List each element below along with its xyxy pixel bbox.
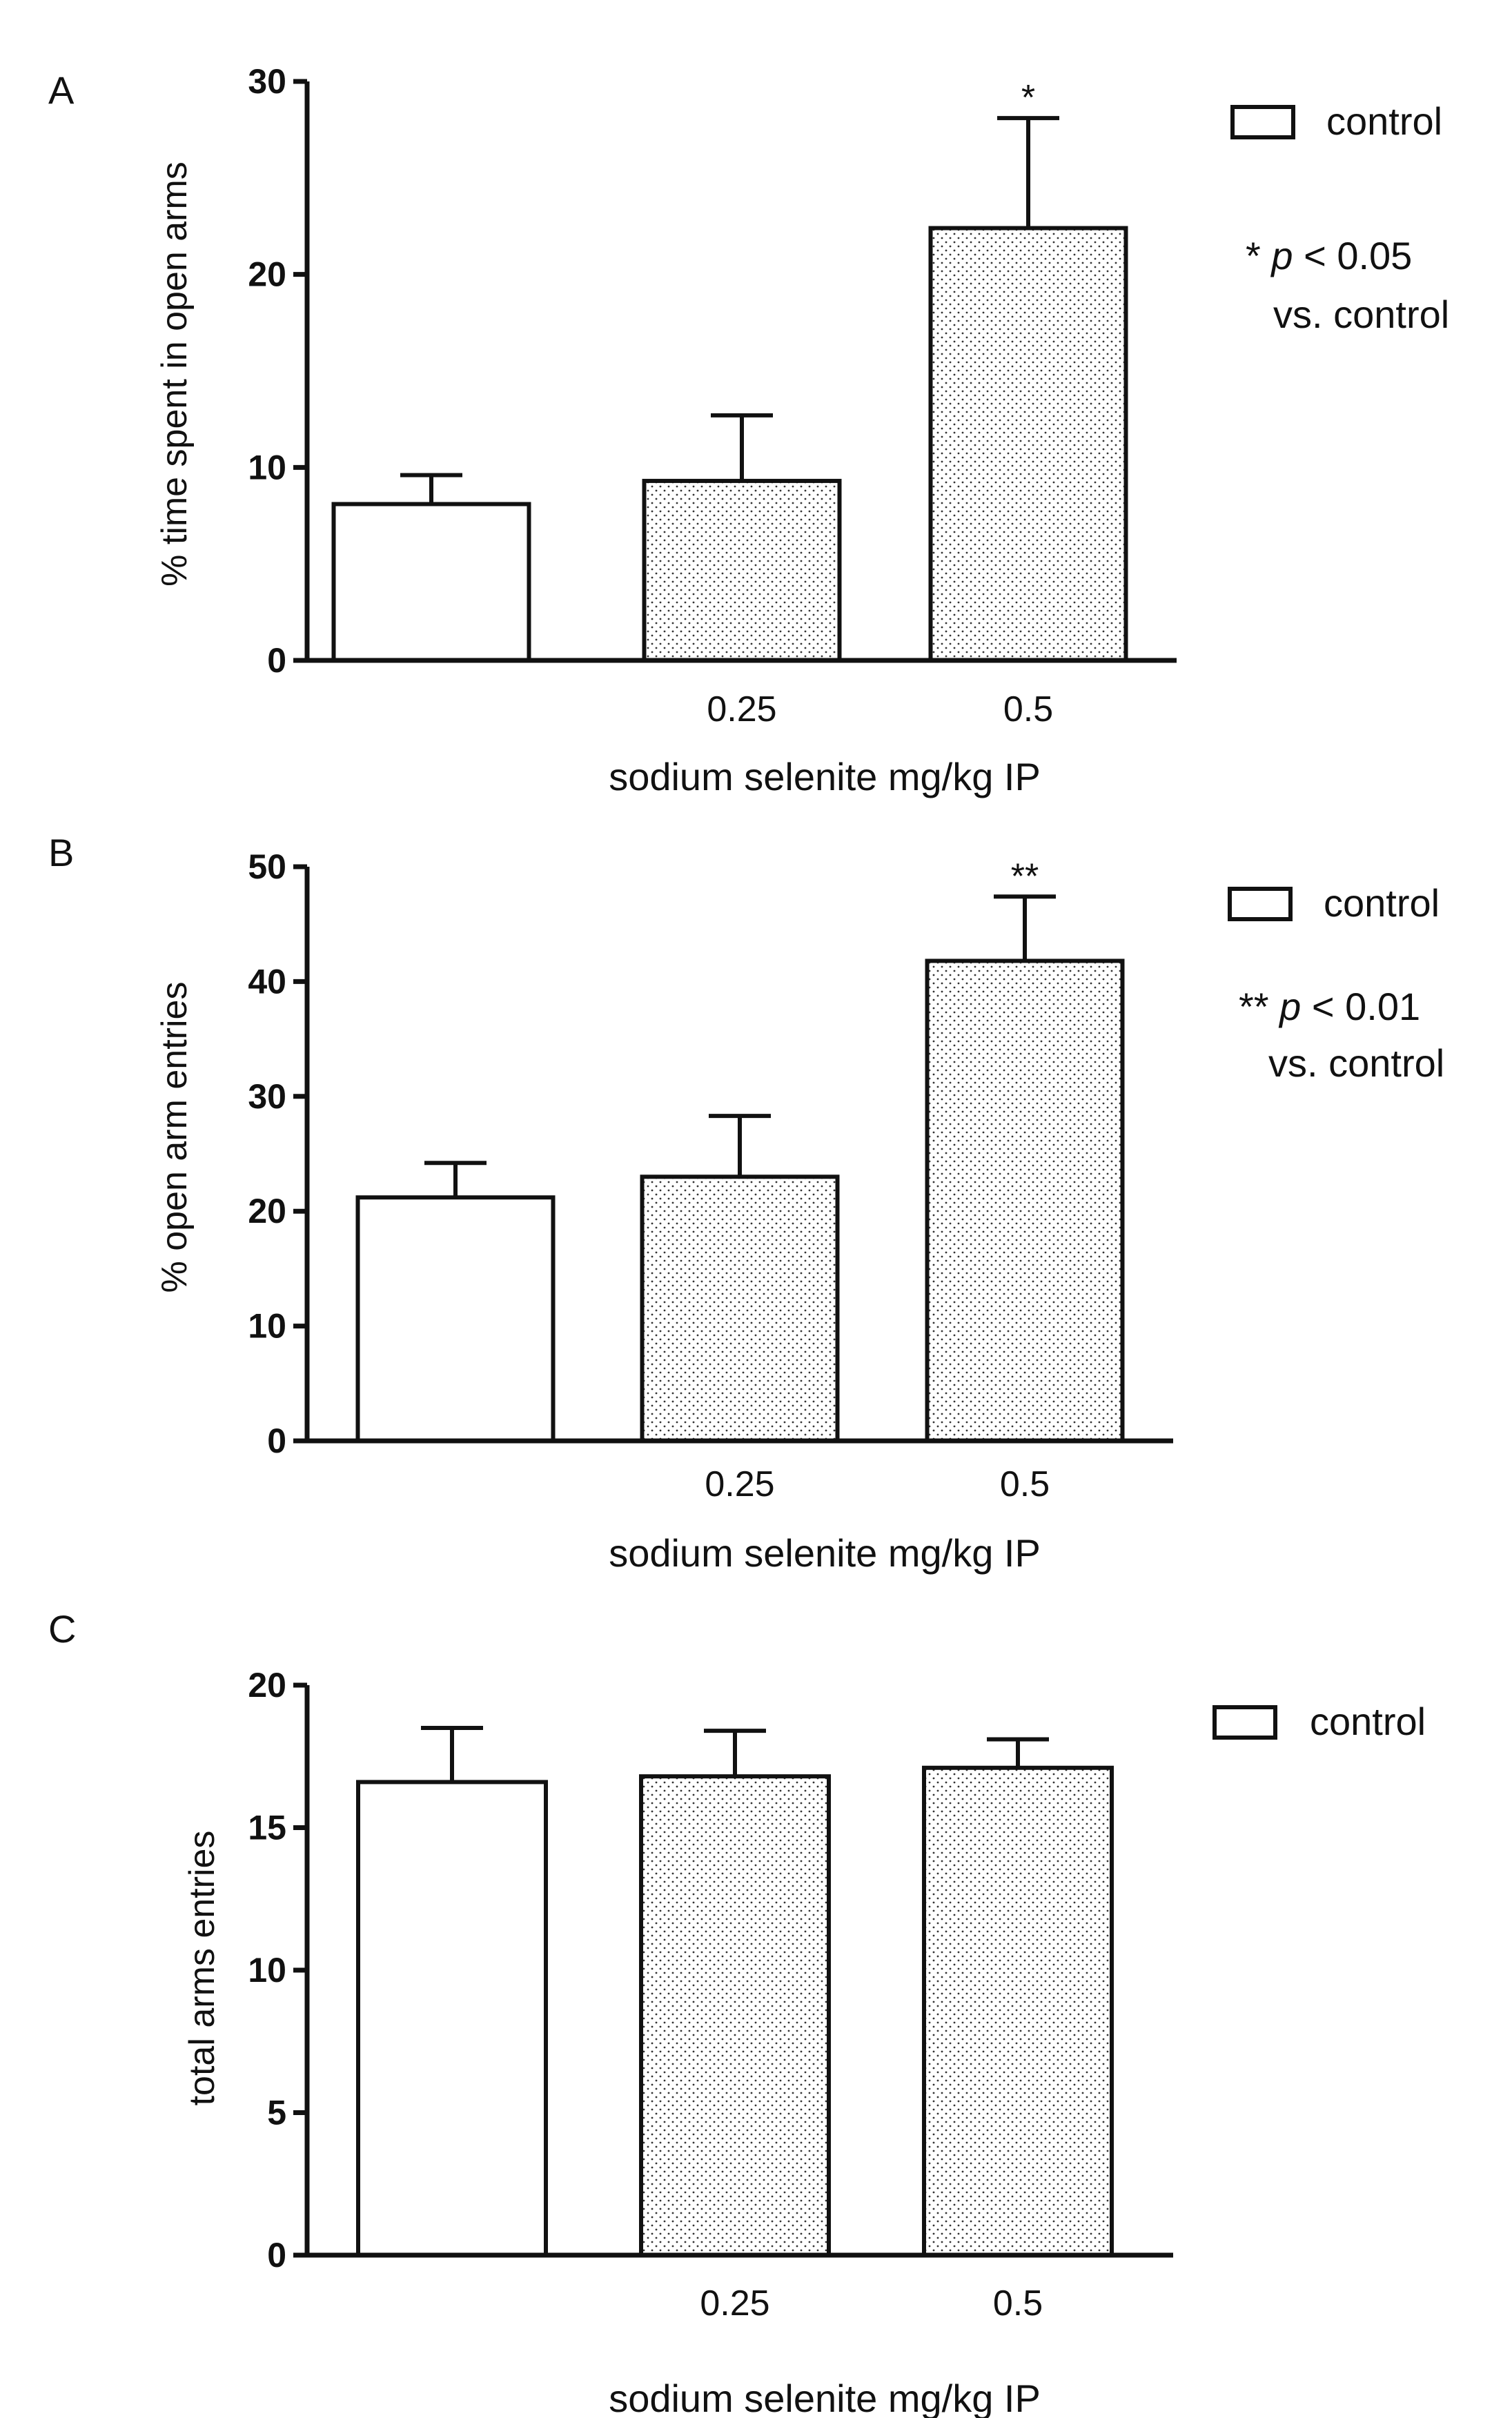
x-axis-title: sodium selenite mg/kg IP [609,1531,1041,1575]
y-tick-label: 20 [248,255,286,294]
legend-label: control [1310,1700,1426,1743]
bar [331,502,531,662]
legend: control [1228,881,1440,925]
bar [928,226,1128,662]
y-tick-label: 30 [248,62,286,101]
legend-swatch [1228,887,1293,921]
note-threshold: < 0.05 [1293,234,1413,277]
panel-b: B % open arm entries sodium selenite mg/… [48,831,1444,1575]
x-tick-label: 0.25 [707,689,776,729]
bar [642,478,842,662]
significance-marker: ** [1011,856,1039,896]
x-axis-title: sodium selenite mg/kg IP [609,755,1041,798]
bar [925,959,1125,1443]
y-axis-title: % time spent in open arms [155,161,195,587]
legend-swatch [1230,105,1295,139]
bar [355,1195,556,1444]
x-tick-label: 0.5 [1000,1464,1050,1504]
y-tick-label: 5 [267,2094,286,2132]
panel-letter: C [48,1607,76,1651]
x-tick-label: 0.5 [1003,689,1053,729]
bar [922,1765,1114,2257]
panel-a: A % time spent in open arms sodium selen… [48,62,1449,798]
legend-label: control [1324,881,1440,925]
y-tick-label: 15 [248,1809,286,1847]
svg-text:* p < 0.05: * p < 0.05 [1246,234,1412,277]
svg-text:** p < 0.01: ** p < 0.01 [1239,985,1420,1028]
legend: control [1230,99,1442,143]
y-tick-label: 0 [267,2236,286,2274]
y-tick-label: 0 [267,1422,286,1460]
y-tick-label: 40 [248,962,286,1001]
y-tick-label: 10 [248,1307,286,1346]
y-tick-label: 20 [248,1192,286,1230]
y-axis-title: total arms entries [182,1831,222,2106]
legend: control [1212,1700,1426,1743]
significance-marker: * [1021,78,1035,118]
bar [640,1174,840,1444]
y-tick-label: 10 [248,1951,286,1989]
note-p: p [1278,985,1301,1028]
x-tick-label: 0.5 [993,2283,1043,2323]
significance-note: ** p < 0.01 vs. control [1239,985,1444,1085]
x-axis-title: sodium selenite mg/kg IP [609,2377,1041,2418]
y-axis-title: % open arm entries [155,982,195,1293]
note-threshold: < 0.01 [1301,985,1420,1028]
y-tick-label: 20 [248,1666,286,1704]
note-p: p [1270,234,1293,277]
bar [639,1774,831,2257]
panel-c: C total arms entries sodium selenite mg/… [48,1607,1426,2418]
x-tick-label: 0.25 [700,2283,769,2323]
legend-label: control [1326,99,1442,143]
note-prefix: * [1246,234,1271,277]
y-tick-label: 0 [267,641,286,680]
y-tick-label: 30 [248,1077,286,1116]
x-tick-label: 0.25 [705,1464,774,1504]
y-tick-label: 10 [248,448,286,486]
note-prefix: ** [1239,985,1279,1028]
panel-letter: A [48,68,75,112]
legend-swatch [1212,1705,1277,1740]
bar [356,1780,548,2257]
panel-letter: B [48,831,74,874]
y-tick-label: 50 [248,847,286,886]
significance-note: * p < 0.05 vs. control [1246,234,1449,336]
note-comparison: vs. control [1273,293,1449,336]
note-comparison: vs. control [1268,1041,1444,1085]
